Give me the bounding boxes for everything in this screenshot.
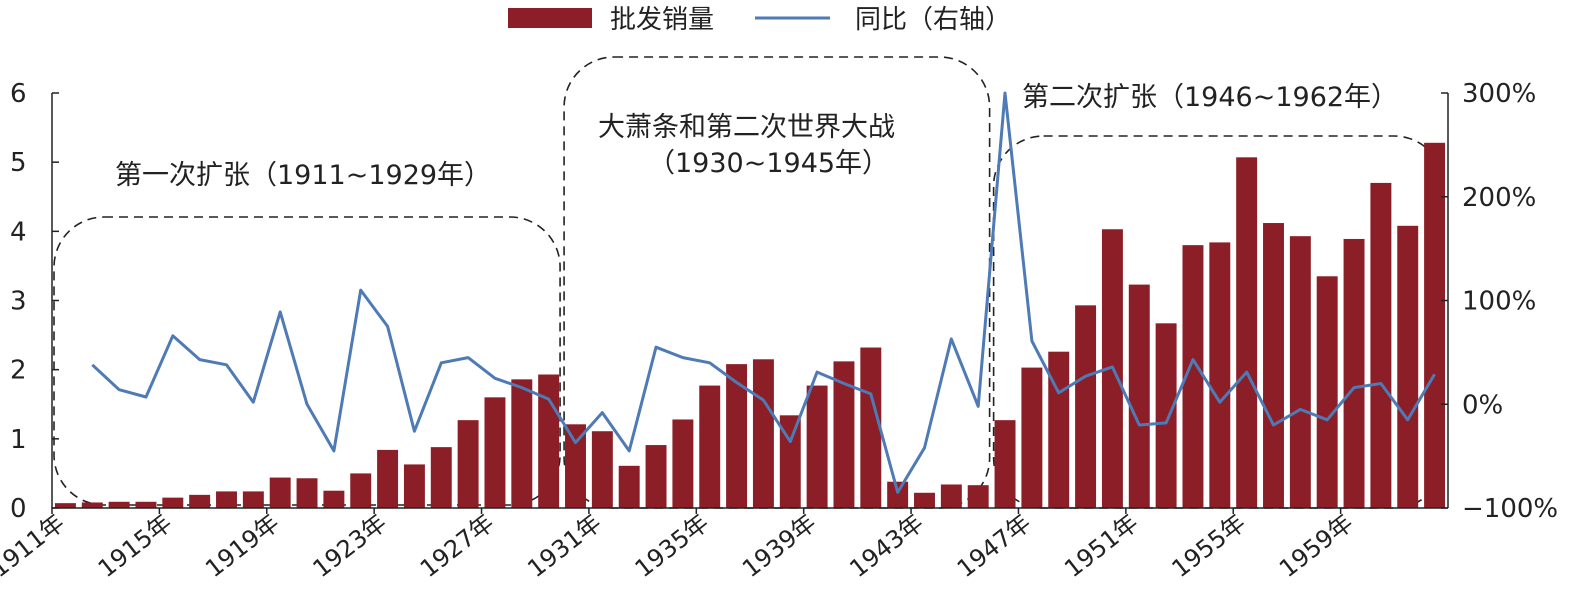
x-tick-label-1951: 1951年 xyxy=(1059,509,1143,583)
x-tick-label-1915: 1915年 xyxy=(93,509,177,583)
bar-1956 xyxy=(1263,223,1284,509)
bar-1923 xyxy=(377,449,399,508)
bar-1946 xyxy=(994,420,1016,508)
bar-1919 xyxy=(269,477,291,508)
bar-1949 xyxy=(1075,305,1097,508)
bar-1915 xyxy=(162,497,184,508)
y2-tick-label-3: 200% xyxy=(1462,183,1536,213)
y-tick-label-5: 5 xyxy=(10,148,27,178)
x-tick-label-1935: 1935年 xyxy=(630,509,714,583)
bar-1940 xyxy=(833,361,855,508)
y-tick-label-6: 6 xyxy=(10,79,27,109)
bar-1920 xyxy=(296,478,318,508)
bar-1928 xyxy=(511,379,533,508)
annotation-label-depression-war: 大萧条和第二次世界大战 xyxy=(598,112,895,143)
bar-1955 xyxy=(1236,157,1258,508)
annotation-box-1 xyxy=(53,216,561,506)
bar-1937 xyxy=(752,359,774,508)
y-tick-label-4: 4 xyxy=(10,217,27,247)
y2-tick-label-2: 100% xyxy=(1462,287,1536,317)
legend-bar-label: 批发销量 xyxy=(610,5,714,35)
bar-1935 xyxy=(699,385,721,508)
y-tick-label-1: 1 xyxy=(10,425,27,455)
bar-1957 xyxy=(1289,236,1311,509)
bar-1930 xyxy=(565,424,586,508)
bar-1932 xyxy=(618,465,640,508)
bar-1939 xyxy=(806,385,828,508)
bar-1936 xyxy=(726,364,748,508)
bar-1926 xyxy=(457,420,479,508)
bar-1948 xyxy=(1048,351,1070,508)
bar-1933 xyxy=(645,445,667,508)
bar-1938 xyxy=(779,415,801,508)
x-tick-label-1959: 1959年 xyxy=(1274,509,1358,583)
x-tick-label-1943: 1943年 xyxy=(844,509,928,583)
x-tick-label-1927: 1927年 xyxy=(415,509,499,583)
bar-1931 xyxy=(591,431,613,508)
bar-1924 xyxy=(403,464,425,508)
legend-bar-swatch xyxy=(508,8,592,28)
bar-1922 xyxy=(350,473,372,508)
bar-1943 xyxy=(914,492,935,508)
bar-1927 xyxy=(484,397,506,508)
bar-1925 xyxy=(430,447,452,508)
bar-1952 xyxy=(1155,323,1177,508)
bar-1954 xyxy=(1209,242,1231,508)
bar-1916 xyxy=(189,494,211,508)
bar-1953 xyxy=(1182,245,1204,508)
bar-1945 xyxy=(967,485,989,508)
bar-1959 xyxy=(1343,238,1365,509)
x-tick-label-1923: 1923年 xyxy=(308,509,392,583)
bar-1911 xyxy=(54,503,76,508)
y-tick-label-2: 2 xyxy=(10,356,27,386)
x-tick-label-1955: 1955年 xyxy=(1167,509,1251,583)
y2-tick-label-1: 0% xyxy=(1462,390,1503,420)
bar-1942 xyxy=(887,481,909,508)
bar-1912 xyxy=(81,502,103,508)
x-tick-label-1919: 1919年 xyxy=(200,509,284,583)
y2-tick-label-0: −100% xyxy=(1462,494,1558,524)
x-tick-label-1947: 1947年 xyxy=(952,509,1036,583)
bar-1913 xyxy=(108,501,130,508)
line-layer xyxy=(91,91,1436,494)
y-tick-label-3: 3 xyxy=(10,287,27,317)
x-tick-label-1931: 1931年 xyxy=(522,509,606,583)
annotation-label-first-expansion: 第一次扩张（1911~1929年） xyxy=(115,160,491,191)
bar-1947 xyxy=(1021,367,1043,508)
annotation-text: 第一次扩张（1911~1929年） 大萧条和第二次世界大战 （1930~1945… xyxy=(115,82,1398,191)
bar-1921 xyxy=(323,490,345,508)
legend-line-label: 同比（右轴） xyxy=(855,5,1011,35)
bar-1918 xyxy=(242,491,264,508)
bars-layer xyxy=(54,142,1446,509)
annotation-label-depression-war-years: （1930~1945年） xyxy=(648,148,889,179)
x-tick-label-1939: 1939年 xyxy=(737,509,821,583)
bar-1958 xyxy=(1316,276,1338,508)
legend: 批发销量 同比（右轴） xyxy=(508,5,1011,35)
bar-1961 xyxy=(1397,225,1419,509)
y-tick-label-0: 0 xyxy=(10,494,27,524)
y2-tick-label-4: 300% xyxy=(1462,79,1536,109)
bar-1944 xyxy=(940,484,962,508)
bar-1960 xyxy=(1370,182,1392,508)
bar-1962 xyxy=(1424,142,1446,509)
bar-1941 xyxy=(860,347,882,508)
bar-1951 xyxy=(1128,284,1150,508)
bar-1934 xyxy=(672,419,694,508)
bar-1917 xyxy=(216,491,237,508)
bar-1914 xyxy=(135,501,157,508)
annotation-label-second-expansion: 第二次扩张（1946~1962年） xyxy=(1022,82,1398,113)
